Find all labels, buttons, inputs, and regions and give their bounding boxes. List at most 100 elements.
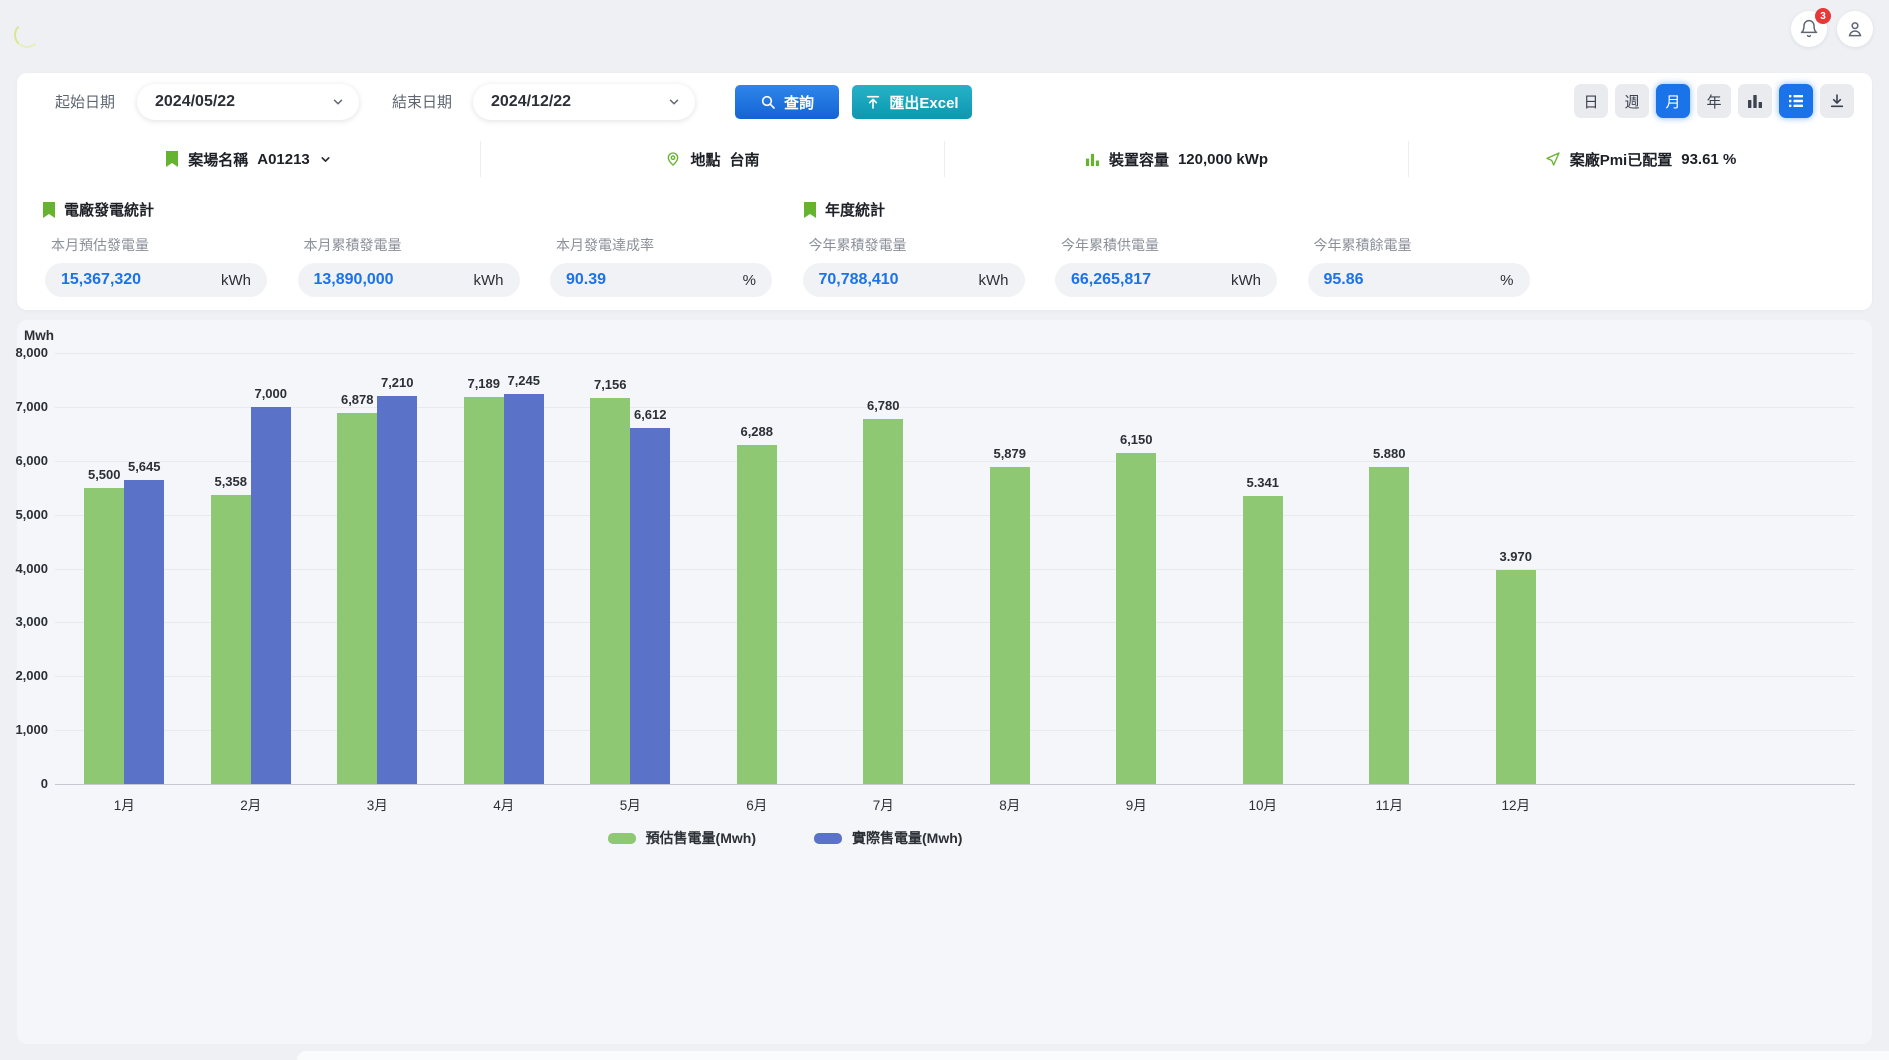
info-label: 案廠Pmi已配置 — [1570, 149, 1673, 170]
bar-estimated — [1116, 453, 1156, 784]
view-toggle-日[interactable]: 日 — [1574, 84, 1608, 118]
view-toggle-週[interactable]: 週 — [1615, 84, 1649, 118]
bar-estimated — [84, 488, 124, 784]
location-pin-icon — [665, 150, 681, 168]
bar-value-label: 5.880 — [1344, 446, 1434, 461]
section-title: 電廠發電統計 — [64, 199, 154, 220]
legend-swatch — [608, 833, 636, 844]
search-button-label: 查詢 — [784, 92, 814, 113]
bar-estimated — [211, 495, 251, 784]
view-toggle-list[interactable] — [1779, 84, 1813, 118]
x-axis-label: 9月 — [1101, 794, 1171, 814]
site-info-row: 案場名稱A01213地點台南裝置容量120,000 kWp案廠Pmi已配置93.… — [17, 141, 1872, 177]
send-icon — [1545, 151, 1561, 167]
bar-estimated — [464, 397, 504, 784]
stat-value: 15,367,320 — [61, 271, 221, 289]
x-axis-label: 2月 — [216, 794, 286, 814]
y-axis-tick: 3,000 — [0, 614, 48, 629]
export-button-label: 匯出Excel — [889, 92, 958, 113]
x-axis-label: 12月 — [1481, 794, 1551, 814]
x-axis-label: 1月 — [89, 794, 159, 814]
section-header-monthly: 電廠發電統計 — [42, 199, 154, 220]
bar-estimated — [737, 445, 777, 784]
bar-actual — [630, 428, 670, 784]
stat-card-4: 今年累積供電量66,265,817kWh — [1055, 235, 1277, 297]
stat-card-2: 本月發電達成率90.39% — [550, 235, 772, 297]
stat-value-pill: 13,890,000kWh — [298, 263, 520, 297]
stat-label: 今年累積供電量 — [1061, 235, 1277, 255]
section-header-yearly: 年度統計 — [803, 199, 885, 220]
end-date-value: 2024/12/22 — [491, 93, 667, 111]
chevron-down-icon — [319, 153, 332, 166]
bar-actual — [251, 407, 291, 784]
stat-label: 本月累積發電量 — [304, 235, 520, 255]
legend-actual[interactable]: 實際售電量(Mwh) — [814, 828, 962, 848]
chart-legend: 預估售電量(Mwh) 實際售電量(Mwh) — [0, 828, 1570, 848]
stat-value: 90.39 — [566, 271, 743, 289]
gridline — [55, 461, 1855, 462]
bar-estimated — [990, 467, 1030, 784]
start-date-label: 起始日期 — [55, 91, 115, 112]
gridline — [55, 569, 1855, 570]
y-axis-tick: 7,000 — [0, 399, 48, 414]
next-section-card-edge — [297, 1051, 1889, 1060]
bar-value-label: 7,245 — [479, 373, 569, 388]
bar-actual — [504, 394, 544, 784]
bar-value-label: 7,000 — [226, 386, 316, 401]
generation-bar-chart: Mwh 預估售電量(Mwh)實際售電量(Mwh) 01,0002,0003,00… — [0, 320, 1889, 1060]
x-axis-label: 5月 — [595, 794, 665, 814]
notification-badge: 3 — [1815, 8, 1831, 24]
search-button[interactable]: 查詢 — [735, 85, 839, 119]
bell-icon — [1799, 19, 1819, 39]
site-info-capacity: 裝置容量120,000 kWp — [944, 141, 1408, 177]
x-axis-label: 6月 — [722, 794, 792, 814]
bar-value-label: 5,879 — [965, 446, 1055, 461]
stat-value: 66,265,817 — [1071, 271, 1231, 289]
legend-estimated[interactable]: 預估售電量(Mwh) — [608, 828, 756, 848]
end-date-select[interactable]: 2024/12/22 — [473, 84, 695, 120]
x-axis-line — [55, 784, 1855, 785]
bar-estimated — [863, 419, 903, 784]
stat-label: 本月發電達成率 — [556, 235, 772, 255]
site-info-name[interactable]: 案場名稱A01213 — [17, 141, 480, 177]
stat-value-pill: 95.86% — [1308, 263, 1530, 297]
x-axis-label: 10月 — [1228, 794, 1298, 814]
bar-actual — [377, 396, 417, 784]
y-axis-tick: 1,000 — [0, 722, 48, 737]
y-axis-tick: 0 — [0, 776, 48, 791]
x-axis-label: 7月 — [848, 794, 918, 814]
y-axis-tick: 6,000 — [0, 453, 48, 468]
view-toggle-月[interactable]: 月 — [1656, 84, 1690, 118]
gridline — [55, 676, 1855, 677]
start-date-value: 2024/05/22 — [155, 93, 331, 111]
section-title: 年度統計 — [825, 199, 885, 220]
stat-unit: kWh — [979, 272, 1009, 289]
bookmark-icon — [165, 151, 179, 167]
stat-value-pill: 70,788,410kWh — [803, 263, 1025, 297]
x-axis-label: 4月 — [469, 794, 539, 814]
view-toggle-group: 日週月年 — [1574, 84, 1854, 118]
bar-value-label: 6,150 — [1091, 432, 1181, 447]
notifications-button[interactable]: 3 — [1791, 11, 1827, 47]
y-axis-tick: 5,000 — [0, 507, 48, 522]
bookmark-icon — [42, 202, 56, 218]
view-toggle-年[interactable]: 年 — [1697, 84, 1731, 118]
view-toggle-download[interactable] — [1820, 84, 1854, 118]
export-excel-button[interactable]: 匯出Excel — [852, 85, 972, 119]
export-icon — [865, 94, 881, 110]
y-axis-tick: 4,000 — [0, 561, 48, 576]
summary-panel: 起始日期 2024/05/22 結束日期 2024/12/22 查詢 匯出Exc… — [17, 73, 1872, 310]
info-value: 93.61 % — [1681, 151, 1736, 168]
start-date-select[interactable]: 2024/05/22 — [137, 84, 359, 120]
stat-label: 今年累積餘電量 — [1314, 235, 1530, 255]
gridline — [55, 730, 1855, 731]
gridline — [55, 515, 1855, 516]
bookmark-icon — [803, 202, 817, 218]
x-axis-label: 8月 — [975, 794, 1045, 814]
bar-estimated — [1369, 467, 1409, 784]
bar-estimated — [1496, 570, 1536, 784]
user-menu-button[interactable] — [1837, 11, 1873, 47]
bar-value-label: 6,612 — [605, 407, 695, 422]
stat-value: 70,788,410 — [819, 271, 979, 289]
view-toggle-bar-chart[interactable] — [1738, 84, 1772, 118]
